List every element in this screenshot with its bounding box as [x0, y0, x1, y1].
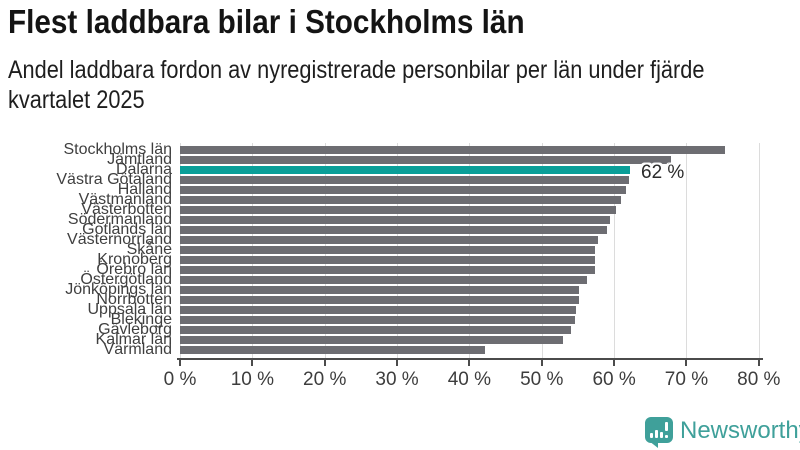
axis-tick — [179, 360, 181, 366]
chart-bar — [180, 286, 580, 294]
chart-subtitle-line-2: kvartalet 2025 — [8, 86, 145, 114]
county-label: Västmanland — [78, 191, 172, 208]
axis-tick — [468, 360, 471, 366]
county-label: Dalarna — [115, 161, 172, 178]
county-label: Gävleborg — [98, 321, 172, 338]
gridline — [614, 143, 616, 359]
chart-bar-highlighted — [180, 166, 631, 174]
chart-bar — [180, 156, 671, 164]
axis-tick — [757, 360, 760, 366]
county-label: Västernorrland — [67, 231, 172, 248]
logo-mini-bar — [650, 433, 653, 438]
brand-name: Newsworthy — [680, 417, 800, 444]
axis-tick — [540, 360, 543, 366]
axis-tick-label: 70 % — [664, 369, 709, 390]
chart-bar — [180, 306, 577, 314]
axis-tick — [323, 360, 326, 366]
logo-exclamation-line — [665, 422, 668, 431]
county-label: Skåne — [126, 241, 172, 258]
axis-tick-label: 80 % — [737, 369, 781, 390]
county-label: Gotlands län — [82, 221, 172, 238]
chart-bar — [180, 256, 595, 264]
county-label: Västra Götaland — [56, 171, 172, 188]
chart-bar — [180, 196, 622, 204]
chart-bar — [180, 276, 588, 284]
axis-tick — [685, 360, 688, 366]
chart-subtitle-line-1: Andel laddbara fordon av nyregistrerade … — [8, 56, 705, 84]
chart-bar — [180, 316, 576, 324]
chart-bar — [180, 296, 580, 304]
axis-tick — [251, 360, 254, 366]
county-label: Kronoberg — [97, 251, 172, 268]
axis-tick — [396, 360, 399, 366]
logo-mini-bar — [660, 432, 663, 438]
x-axis-line — [177, 358, 763, 360]
county-label: Södermanland — [67, 211, 172, 228]
chart-bar — [180, 176, 629, 184]
chart-bar — [180, 226, 607, 234]
highlight-value-label: 62 % — [641, 162, 685, 183]
logo-exclamation-dot — [665, 435, 668, 438]
county-label: Halland — [117, 181, 172, 198]
county-label: Norrbotten — [96, 291, 172, 308]
county-label: Östergötland — [80, 271, 172, 288]
county-label: Stockholms län — [63, 141, 173, 158]
axis-tick-label: 60 % — [592, 369, 636, 390]
chart-bar — [180, 216, 610, 224]
newsworthy-logo-icon — [645, 417, 673, 448]
axis-tick-label: 50 % — [520, 369, 564, 390]
county-label: Jämtland — [107, 151, 172, 168]
chart-bar — [180, 146, 725, 154]
chart-title: Flest laddbara bilar i Stockholms län — [8, 3, 525, 40]
county-label: Uppsala län — [87, 301, 173, 318]
axis-tick-label: 30 % — [375, 369, 419, 390]
axis-tick-label: 40 % — [447, 369, 492, 390]
plot-area — [180, 143, 776, 359]
chart-bar — [180, 206, 617, 214]
gridline — [686, 143, 688, 359]
chart-bar — [180, 246, 595, 254]
county-label: Värmland — [103, 341, 172, 358]
county-label: Västerbotten — [81, 201, 172, 218]
chart-bar — [180, 336, 564, 344]
axis-tick-label: 10 % — [230, 369, 274, 390]
axis-tick-label: 20 % — [303, 369, 347, 390]
county-label: Blekinge — [110, 311, 172, 328]
chart-bar — [180, 326, 571, 334]
chart-bar — [180, 186, 626, 194]
county-label: Örebro län — [96, 261, 172, 278]
chart-bar — [180, 236, 599, 244]
chart-bar — [180, 266, 595, 274]
county-label: Kalmar län — [95, 331, 172, 348]
logo-mini-bar — [655, 430, 658, 438]
chart-bar — [180, 346, 486, 354]
gridline — [758, 143, 760, 359]
axis-tick-label: 0 % — [163, 369, 197, 390]
axis-tick — [613, 360, 616, 366]
county-label: Jönköpings län — [65, 281, 172, 298]
